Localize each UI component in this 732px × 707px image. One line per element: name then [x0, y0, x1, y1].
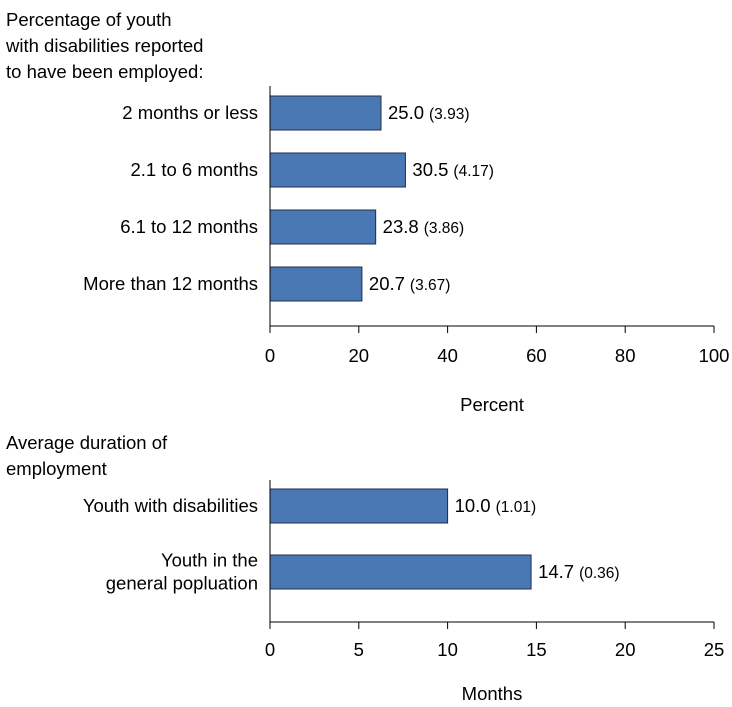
chart-1-bar	[269, 152, 406, 188]
chart-2-category-label: Youth with disabilities	[83, 495, 258, 516]
chart-1-bar	[269, 95, 382, 131]
chart-1-x-tick-label: 40	[437, 345, 458, 366]
chart-1-value-label: 23.8 (3.86)	[383, 216, 465, 237]
chart-2-bar	[269, 488, 449, 524]
chart-1-x-tick-label: 0	[265, 345, 275, 366]
chart-2-x-tick-label: 10	[437, 639, 458, 660]
chart-2-bar	[269, 554, 532, 590]
chart-2-x-axis-title: Months	[462, 683, 523, 704]
chart-2-x-tick-label: 15	[526, 639, 547, 660]
chart-2-x-tick-label: 0	[265, 639, 275, 660]
chart-2-x-tick-label: 20	[615, 639, 636, 660]
chart-1-value-label: 30.5 (4.17)	[412, 159, 494, 180]
chart-1-category-label: 2.1 to 6 months	[130, 159, 258, 180]
chart-2-value-label: 14.7 (0.36)	[538, 561, 620, 582]
chart-1-category-label: More than 12 months	[83, 273, 258, 294]
chart-1-value-label: 25.0 (3.93)	[388, 102, 470, 123]
chart-1-x-tick-label: 60	[526, 345, 547, 366]
chart-1-x-axis-title: Percent	[460, 394, 524, 415]
chart-2-category-label: Youth in the general popluation	[106, 550, 258, 594]
chart-2-value-label: 10.0 (1.01)	[455, 495, 537, 516]
chart-1-x-tick-label: 20	[349, 345, 370, 366]
chart-1-bar	[269, 266, 363, 302]
chart-1-x-tick-label: 80	[615, 345, 636, 366]
chart-1-category-label: 6.1 to 12 months	[120, 216, 258, 237]
chart-2-x-tick-label: 25	[704, 639, 725, 660]
chart-1-x-tick-label: 100	[699, 345, 730, 366]
chart-1-category-label: 2 months or less	[122, 102, 258, 123]
chart-2-title: Average duration of employment	[6, 432, 168, 479]
chart-1-bar	[269, 209, 377, 245]
chart-1-value-label: 20.7 (3.67)	[369, 273, 451, 294]
chart-1-title: Percentage of youth with disabilities re…	[6, 9, 204, 82]
chart-2-x-tick-label: 5	[354, 639, 364, 660]
